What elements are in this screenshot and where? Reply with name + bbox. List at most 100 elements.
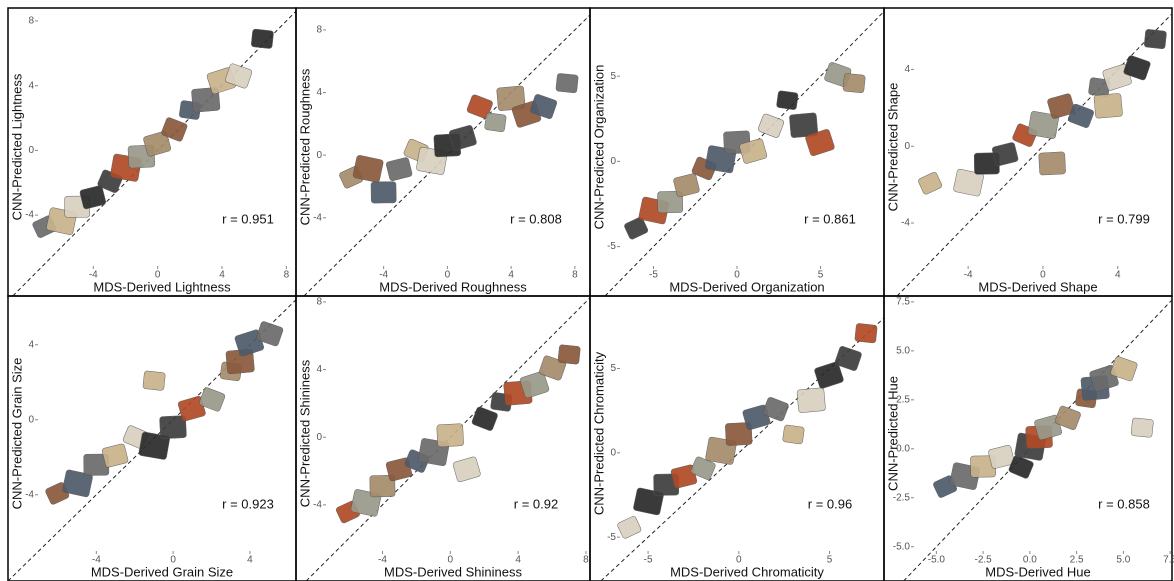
y-axis-label: CNN-Predicted Organization [591,65,606,230]
y-tick-label: 0 [904,141,910,152]
rock-point [673,173,700,198]
x-tick-label: 7.5 [1163,555,1174,566]
y-tick-label: -4 [313,212,322,223]
rock-point [371,182,396,204]
rock-point [448,125,477,151]
x-tick-label: 4 [247,555,253,566]
panel-frame [884,8,1172,296]
rock-point [992,142,1019,167]
y-tick-label: 0 [28,145,34,156]
x-tick-label: 8 [284,270,290,281]
panel: -5.0-2.50.02.55.07.5-5.0-2.50.02.55.07.5… [884,296,1174,581]
y-tick-label: 5 [610,363,616,374]
panel: -4048-4048MDS-Derived LightnessCNN-Predi… [8,8,296,296]
x-tick-label: -5.0 [928,555,946,566]
y-tick-label: 4 [904,64,910,75]
x-tick-label: 4 [1115,270,1121,281]
correlation-label: r = 0.808 [510,211,562,226]
rock-point [1094,93,1123,118]
y-tick-label: 8 [316,25,322,36]
x-tick-label: 8 [572,270,578,281]
y-tick-label: -4 [313,500,322,511]
correlation-label: r = 0.861 [804,211,856,226]
x-axis-label: MDS-Derived Organization [669,279,824,294]
points [932,356,1153,499]
x-axis-label: MDS-Derived Hue [985,564,1090,579]
y-axis-label: CNN-Predicted Chromaticity [591,351,606,515]
rock-point [843,73,866,93]
rock-point [143,371,166,391]
figure: -4 0 4 8 -4 0 4 8 MDS-Derived Lightness CNN-Predi… [0,0,1174,581]
correlation-label: r = 0.96 [808,496,852,511]
y-tick-label: -5.0 [893,541,911,552]
rock-point [1131,418,1154,438]
y-tick-label: -5 [607,241,616,252]
points [917,29,1166,197]
y-tick-label: 4 [28,339,34,350]
panel: -404-404MDS-Derived Grain SizeCNN-Predic… [8,296,296,581]
x-axis-label: MDS-Derived Roughness [379,279,527,294]
y-axis-label: CNN-Predicted Hue [885,376,900,491]
correlation-label: r = 0.923 [222,496,274,511]
correlation-label: r = 0.92 [514,496,558,511]
y-axis-label: CNN-Predicted Grain Size [9,358,24,510]
points [338,73,578,203]
y-tick-label: 8 [316,297,322,308]
correlation-label: r = 0.858 [1098,496,1150,511]
y-tick-label: 5 [610,71,616,82]
rock-point [782,425,804,445]
x-tick-label: -4 [964,270,973,281]
x-axis-label: MDS-Derived Shape [978,279,1097,294]
rock-point [102,443,129,468]
rock-point [556,73,579,93]
rock-point [1039,152,1066,175]
y-tick-label: 8 [28,16,34,27]
y-tick-label: 0 [610,447,616,458]
y-tick-label: -4 [901,218,910,229]
rock-point [484,113,506,133]
y-axis-label: CNN-Predicted Shape [885,83,900,212]
y-axis-label: CNN-Predicted Shininess [297,359,312,507]
y-tick-label: 4 [316,87,322,98]
x-axis-label: MDS-Derived Shininess [384,564,522,579]
x-tick-label: -5 [644,555,653,566]
rock-point [1144,29,1167,49]
rock-point [797,388,826,413]
y-tick-label: -4 [25,210,34,221]
y-tick-label: 4 [28,80,34,91]
y-tick-label: -5 [607,532,616,543]
y-tick-label: -4 [25,489,34,500]
rock-point [558,345,581,365]
rock-point [776,90,798,110]
x-tick-label: 8 [583,555,589,566]
y-axis-label: CNN-Predicted Roughness [297,68,312,225]
rock-point [855,323,878,343]
y-tick-label: 7.5 [896,297,910,308]
x-axis-label: MDS-Derived Chromaticity [670,564,824,579]
x-tick-label: 5 [827,555,833,566]
points [45,321,284,506]
correlation-label: r = 0.799 [1098,211,1150,226]
x-axis-label: MDS-Derived Grain Size [91,564,233,579]
rock-point [917,171,942,195]
correlation-label: r = 0.951 [222,211,274,226]
rock-point [757,113,784,138]
y-tick-label: 0 [316,150,322,161]
rock-point [617,515,642,539]
y-tick-label: 0 [28,414,34,425]
rock-point [471,406,498,431]
x-tick-label: 5.0 [1116,555,1130,566]
y-tick-label: -2.5 [893,492,911,503]
y-tick-label: 5.0 [896,345,910,356]
y-tick-label: 0 [316,432,322,443]
rock-point [452,456,481,482]
rock-point [437,424,464,447]
rock-point [251,29,274,49]
panel: -404-404MDS-Derived ShapeCNN-Predicted S… [884,8,1172,296]
y-axis-label: CNN-Predicted Lightness [9,73,24,220]
x-axis-label: MDS-Derived Lightness [93,279,231,294]
y-tick-label: 4 [316,364,322,375]
